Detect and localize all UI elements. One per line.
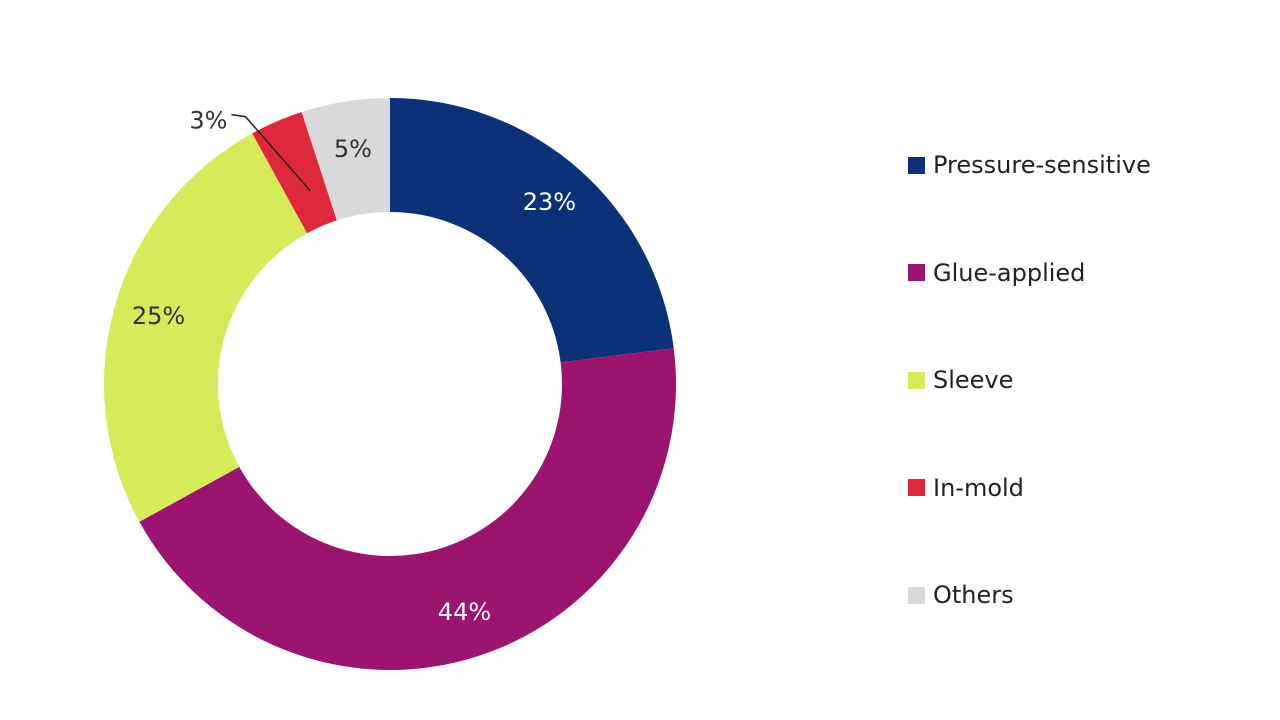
donut-slice-sleeve (104, 133, 308, 522)
legend-item-others: Others (908, 578, 1151, 612)
legend-swatch (908, 156, 925, 174)
slice-label-sleeve: 25% (132, 302, 185, 330)
donut-slices (104, 98, 676, 670)
legend-label: Pressure-sensitive (933, 151, 1151, 179)
donut-slice-pressure-sensitive (390, 98, 674, 363)
legend-item-pressure-sensitive: Pressure-sensitive (908, 148, 1151, 182)
legend-label: Others (933, 581, 1014, 609)
slice-label-others: 5% (334, 135, 372, 163)
donut-slice-glue-applied (139, 348, 676, 670)
legend-swatch (908, 264, 925, 281)
slice-label-pressure-sensitive: 23% (523, 188, 576, 216)
leader-line (231, 113, 312, 192)
slice-label-in-mold: 3% (189, 107, 227, 135)
legend-item-in-mold: In-mold (908, 471, 1151, 505)
slice-labels: 23% 44% 25% 3% 5% (132, 107, 576, 627)
legend-swatch (908, 371, 925, 389)
legend-item-glue-applied: Glue-applied (908, 256, 1151, 290)
legend-item-sleeve: Sleeve (908, 363, 1151, 397)
legend-swatch (908, 479, 925, 496)
donut-slice-others (301, 98, 390, 221)
legend-label: In-mold (933, 473, 1024, 502)
legend-label: Glue-applied (933, 258, 1086, 287)
legend-label: Sleeve (933, 366, 1014, 394)
slice-label-glue-applied: 44% (438, 598, 491, 626)
legend: Pressure-sensitive Glue-applied Sleeve I… (908, 148, 1151, 686)
legend-swatch (908, 586, 925, 604)
